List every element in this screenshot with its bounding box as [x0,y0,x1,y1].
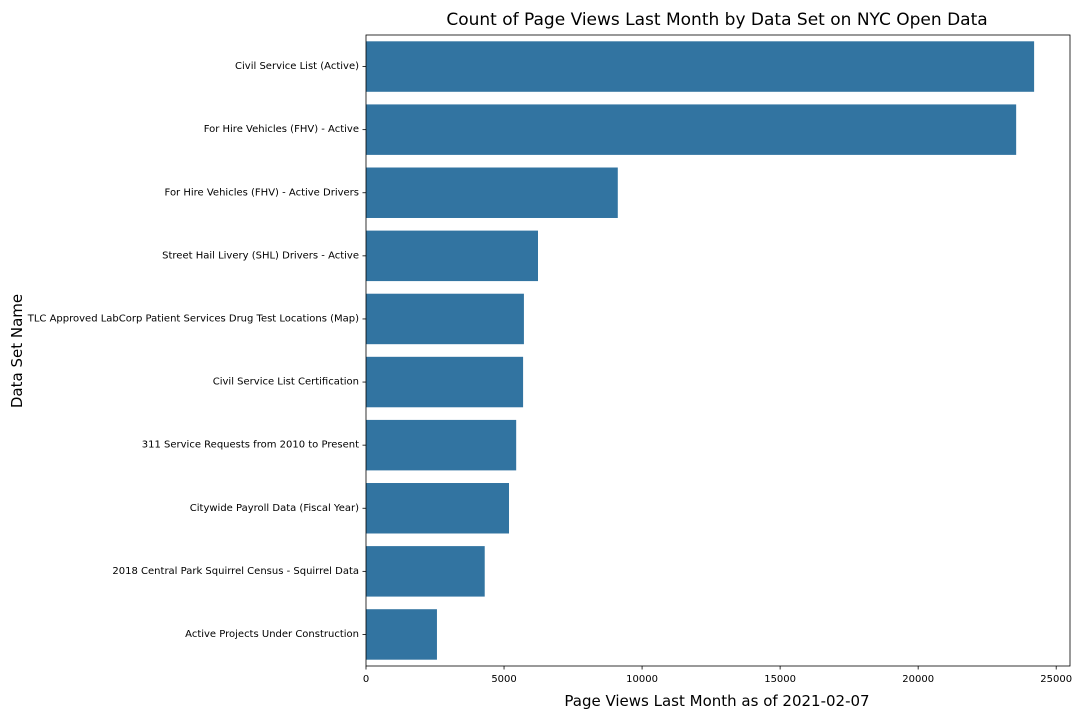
bar [366,167,618,218]
bar [366,546,485,597]
bar [366,41,1035,92]
category-labels: Civil Service List (Active) For Hire Vehi… [27,61,366,640]
x-tick-label: 5000 [491,674,516,685]
category-label: 2018 Central Park Squirrel Census - Squi… [112,566,359,577]
bar [366,419,517,471]
category-label: Civil Service List (Active) [235,61,359,72]
category-label: Street Hail Livery (SHL) Drivers - Activ… [162,250,359,261]
bar [366,104,1017,155]
x-tick-label: 25000 [1040,674,1072,685]
x-tick-label: 0 [363,674,369,685]
bar [366,483,510,534]
category-label: Citywide Payroll Data (Fiscal Year) [190,503,359,514]
category-label: For Hire Vehicles (FHV) - Active [204,124,359,135]
x-tick-label: 15000 [764,674,796,685]
category-label: Active Projects Under Construction [185,629,359,640]
bar [366,356,524,408]
x-axis-ticks: 0 5000 10000 15000 20000 25000 [363,666,1072,685]
x-axis-label: Page Views Last Month as of 2021-02-07 [564,692,869,710]
category-label: 311 Service Requests from 2010 to Presen… [142,440,359,451]
plot-frame [365,34,1071,667]
category-label: TLC Approved LabCorp Patient Services Dr… [27,313,359,324]
chart-title: Count of Page Views Last Month by Data S… [446,10,987,30]
bar [366,609,437,660]
bars-layer [366,41,1035,660]
category-label: Civil Service List Certification [213,377,359,388]
y-axis-label: Data Set Name [8,294,26,408]
bar [366,293,524,345]
x-tick-label: 20000 [902,674,934,685]
bar [366,230,538,282]
x-tick-label: 10000 [626,674,658,685]
category-label: For Hire Vehicles (FHV) - Active Drivers [165,187,359,198]
